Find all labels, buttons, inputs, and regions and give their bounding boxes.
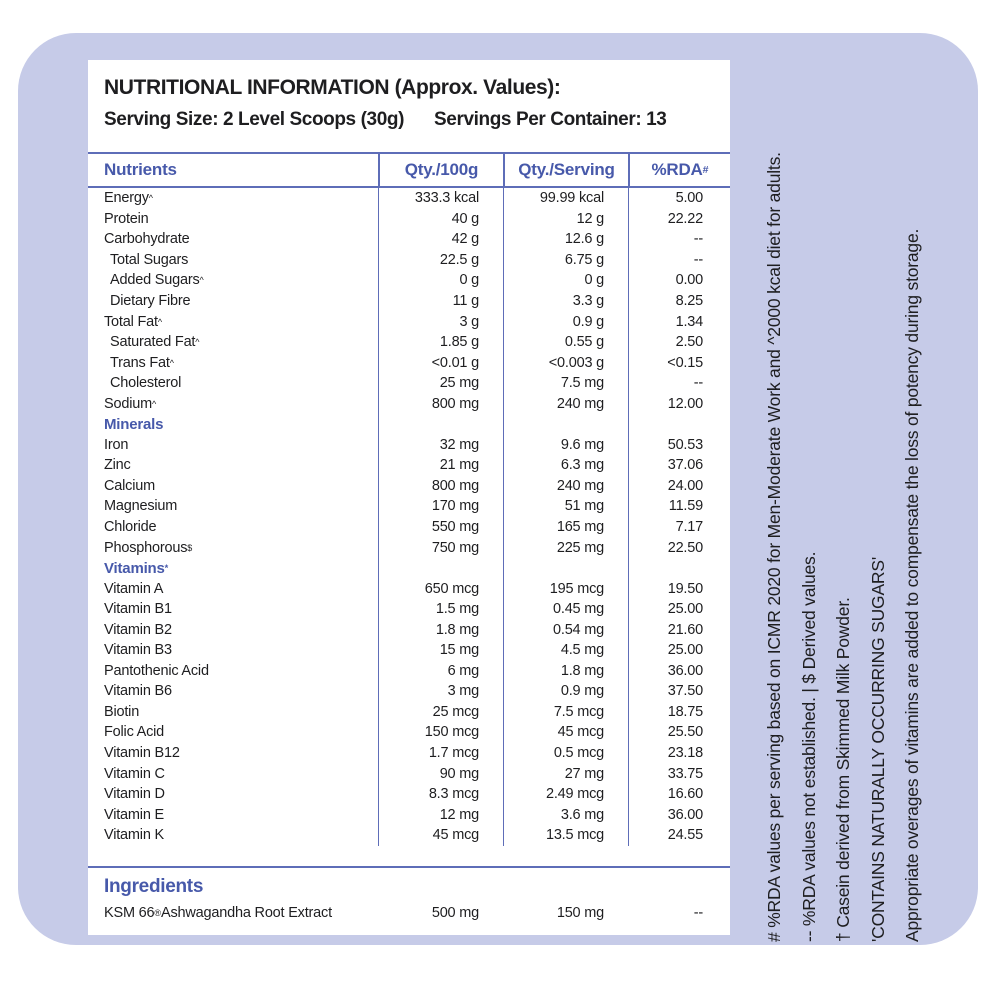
table-row: Vitamin A 650 mcg 195 mcg 19.50 [88, 578, 730, 599]
table-row: Iron 32 mg 9.6 mg 50.53 [88, 434, 730, 456]
rda-footnote-marker: # [702, 164, 709, 176]
table-row: Vitamin C 90 mg 27 mg 33.75 [88, 763, 730, 784]
footnotes-block: # %RDA values per serving based on ICMR … [757, 58, 935, 942]
column-header-row: Nutrients Qty./100g Qty./Serving %RDA # [88, 152, 730, 188]
table-row: Protein 40 g 12 g 22.22 [88, 208, 730, 230]
table-row: Vitamin D 8.3 mcg 2.49 mcg 16.60 [88, 783, 730, 805]
table-row: Trans Fat ^ <0.01 g <0.003 g <0.15 [88, 352, 730, 373]
footnote-vitamin-overages: Appropriate overages of vitamins are add… [902, 228, 922, 942]
footnote-natural-sugars: 'CONTAINS NATURALLY OCCURRING SUGARS' [867, 557, 888, 942]
table-row: Biotin 25 mcg 7.5 mcg 18.75 [88, 701, 730, 723]
footnote-casein-source: † Casein derived from Skimmed Milk Powde… [833, 597, 853, 942]
table-row: Pantothenic Acid 6 mg 1.8 mg 36.00 [88, 660, 730, 682]
table-row: Total Sugars 22.5 g 6.75 g -- [88, 249, 730, 271]
section-row: Vitamins * [88, 557, 730, 579]
table-row: Cholesterol 25 mg 7.5 mg -- [88, 372, 730, 394]
table-row: Vitamin B1 1.5 mg 0.45 mg 25.00 [88, 598, 730, 620]
section-row: Minerals [88, 414, 730, 435]
table-row: Sodium ^ 800 mg 240 mg 12.00 [88, 393, 730, 415]
table-row: Zinc 21 mg 6.3 mg 37.06 [88, 455, 730, 476]
servings-per-container: Servings Per Container: 13 [434, 109, 667, 130]
title-block: NUTRITIONAL INFORMATION (Approx. Values)… [88, 60, 730, 152]
footnote-not-established: -- %RDA values not established. | $ Deri… [798, 551, 819, 942]
column-header-rda: %RDA # [628, 154, 730, 186]
nutrition-panel: NUTRITIONAL INFORMATION (Approx. Values)… [88, 60, 730, 935]
footnote-rda-basis: # %RDA values per serving based on ICMR … [764, 152, 784, 942]
table-row: Vitamin B2 1.8 mg 0.54 mg 21.60 [88, 619, 730, 641]
ingredients-section: Ingredients KSM 66 ® Ashwagandha Root Ext… [88, 866, 730, 928]
column-header-nutrients: Nutrients [104, 160, 177, 179]
table-row: Phosphorous $750 mg 225 mg 22.50 [88, 537, 730, 558]
table-row: Vitamin B6 3 mg 0.9 mg 37.50 [88, 681, 730, 702]
table-row: Folic Acid 150 mcg 45 mcg 25.50 [88, 722, 730, 743]
serving-line: Serving Size: 2 Level Scoops (30g) Servi… [104, 109, 714, 131]
table-row: Saturated Fat ^ 1.85 g 0.55 g 2.50 [88, 331, 730, 353]
table-row: Calcium 800 mg 240 mg 24.00 [88, 475, 730, 497]
table-row: Magnesium 170 mg 51 mg 11.59 [88, 496, 730, 517]
nutrient-rows: Energy ^ 333.3 kcal 99.99 kcal 5.00 Protein 40… [88, 188, 730, 866]
table-row: Total Fat ^ 3 g 0.9 g 1.34 [88, 311, 730, 332]
table-row: Vitamin E 12 mg 3.6 mg 36.00 [88, 804, 730, 825]
table-row: Carbohydrate 42 g 12.6 g -- [88, 229, 730, 250]
table-row: Dietary Fibre 11 g 3.3 g 8.25 [88, 290, 730, 312]
table-row: Vitamin B3 15 mg 4.5 mg 25.00 [88, 640, 730, 661]
table-row: Vitamin K 45 mcg 13.5 mcg 24.55 [88, 824, 730, 846]
column-header-qty-serving: Qty./Serving [503, 154, 628, 186]
serving-size: Serving Size: 2 Level Scoops (30g) [104, 109, 405, 130]
table-row: Chloride 550 mg 165 mg 7.17 [88, 516, 730, 538]
panel-title: NUTRITIONAL INFORMATION (Approx. Values)… [104, 76, 561, 99]
ingredient-rows: KSM 66 ® Ashwagandha Root Extract 500 mg 15… [88, 898, 730, 928]
table-row: Energy ^ 333.3 kcal 99.99 kcal 5.00 [88, 188, 730, 209]
column-header-qty-100g: Qty./100g [378, 154, 503, 186]
table-row: Vitamin B12 1.7 mcg 0.5 mcg 23.18 [88, 742, 730, 764]
ingredients-heading: Ingredients [104, 876, 204, 897]
ingredient-row: KSM 66 ® Ashwagandha Root Extract 500 mg 15… [104, 905, 703, 921]
